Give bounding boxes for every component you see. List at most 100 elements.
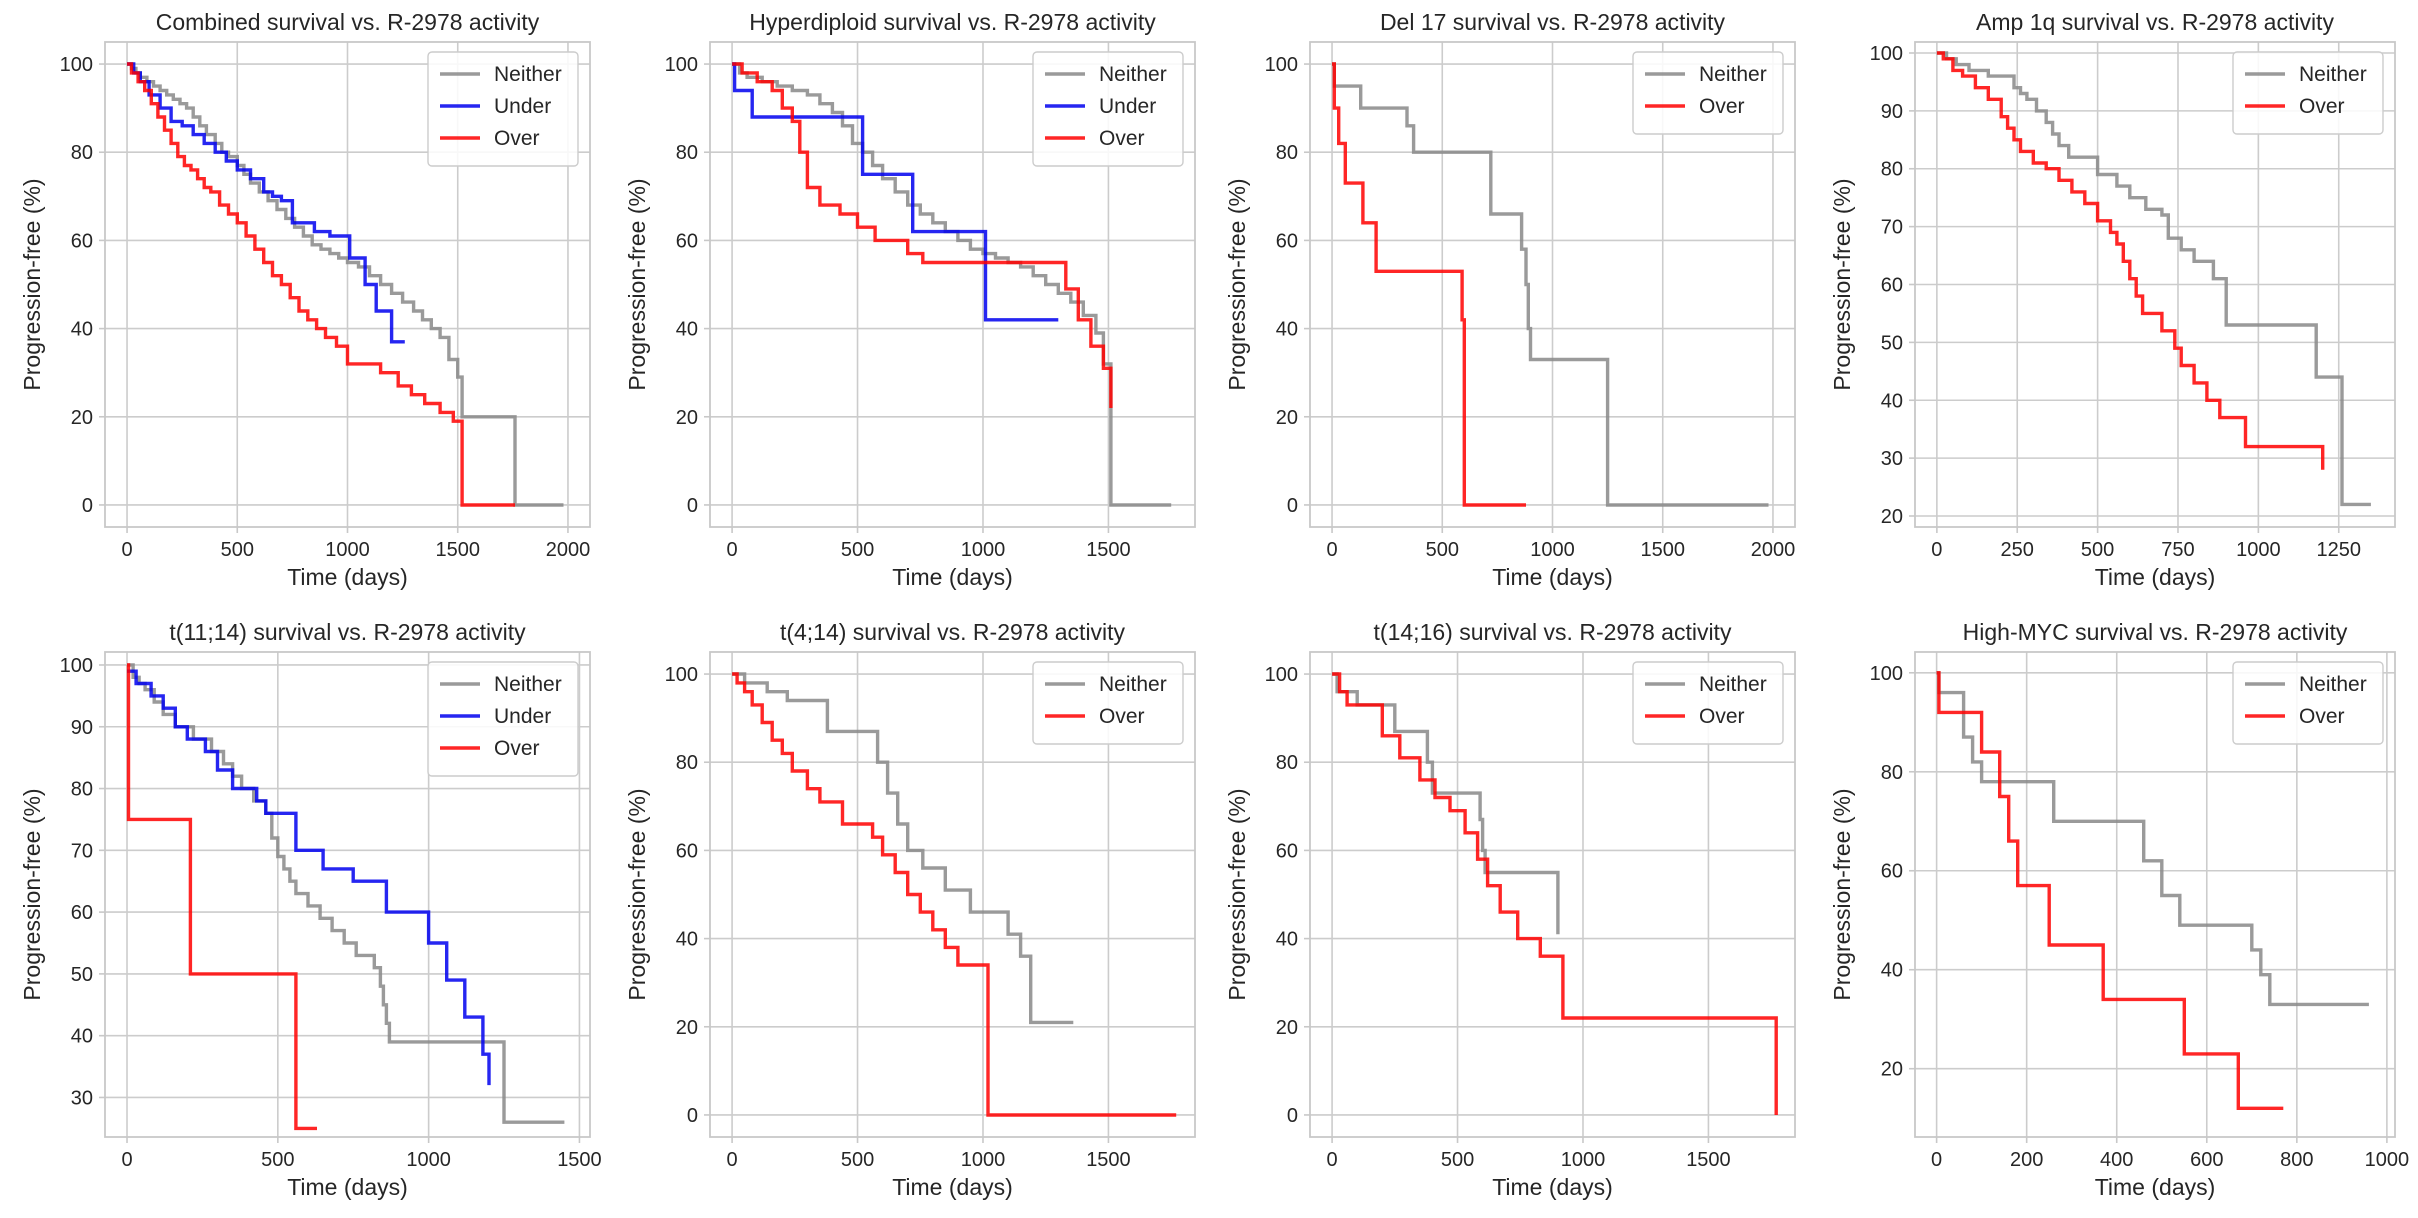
y-tick-label: 100 [1265, 54, 1298, 76]
y-tick-label: 20 [1881, 1059, 1903, 1081]
y-tick-label: 100 [665, 54, 698, 76]
legend-label-under: Under [494, 95, 551, 118]
plot-frame [1309, 651, 1796, 1138]
km-curve-neither [1936, 51, 2371, 507]
x-tick-label: 1500 [1086, 539, 1131, 561]
x-tick-label: 1500 [435, 539, 480, 561]
x-tick-label: 2000 [546, 539, 591, 561]
legend-label-neither: Neither [494, 673, 562, 696]
plot-frame [1914, 41, 2396, 528]
plot-frame [709, 651, 1196, 1138]
km-curve-over [1936, 671, 2284, 1110]
x-tick-label: 0 [1931, 539, 1942, 561]
km-curve-neither [1332, 672, 1560, 935]
y-tick-label: 80 [676, 752, 698, 774]
y-tick-label: 30 [1881, 448, 1903, 470]
km-curve-neither [127, 62, 564, 507]
y-tick-label: 40 [676, 929, 698, 951]
y-tick-label: 40 [1276, 319, 1298, 341]
y-tick-label: 0 [687, 1105, 698, 1127]
y-axis-label: Progression-free (%) [1224, 788, 1250, 1000]
y-tick-label: 20 [1276, 1017, 1298, 1039]
x-tick-label: 600 [2190, 1149, 2223, 1171]
y-tick-label: 40 [676, 319, 698, 341]
plot-frame [104, 41, 591, 528]
legend: Neither Over [1632, 51, 1784, 135]
legend-label-neither: Neither [2299, 63, 2367, 86]
x-tick-label: 1000 [406, 1149, 451, 1171]
x-tick-label: 0 [727, 539, 738, 561]
km-curve-over [1332, 62, 1526, 507]
x-axis-label: Time (days) [2095, 564, 2216, 590]
x-tick-label: 500 [1441, 1149, 1474, 1171]
x-tick-label: 1000 [2365, 1149, 2410, 1171]
x-tick-label: 0 [121, 1149, 132, 1171]
y-axis-label: Progression-free (%) [19, 788, 45, 1000]
y-tick-label: 70 [71, 840, 93, 862]
x-tick-label: 1000 [961, 1149, 1006, 1171]
y-tick-label: 20 [676, 407, 698, 429]
legend-label-over: Over [1699, 705, 1745, 728]
y-tick-label: 40 [1881, 390, 1903, 412]
km-panel-8: 0 200 400 600 800 1000 20 40 60 80 100 High-MYC sur… [1829, 619, 2409, 1200]
x-axis-label: Time (days) [287, 1174, 408, 1200]
y-tick-label: 60 [1881, 275, 1903, 297]
panel-title: t(14;16) survival vs. R-2978 activity [1374, 619, 1732, 645]
x-tick-label: 1500 [1086, 1149, 1131, 1171]
km-curve-neither [1936, 671, 2369, 1007]
km-panel-7: 0 500 1000 1500 0 20 40 60 80 100 t(14;16) surviva… [1224, 619, 1796, 1200]
y-tick-label: 20 [676, 1017, 698, 1039]
y-tick-label: 60 [1881, 861, 1903, 883]
y-tick-label: 60 [676, 230, 698, 252]
y-tick-label: 80 [1881, 762, 1903, 784]
km-curve-under [127, 669, 491, 1086]
x-tick-label: 500 [2081, 539, 2114, 561]
y-tick-label: 20 [1881, 506, 1903, 528]
x-tick-label: 1250 [2316, 539, 2361, 561]
y-tick-label: 80 [71, 142, 93, 164]
legend-label-neither: Neither [1099, 673, 1167, 696]
legend-label-neither: Neither [1699, 63, 1767, 86]
y-tick-label: 80 [71, 779, 93, 801]
panel-title: t(11;14) survival vs. R-2978 activity [169, 619, 526, 645]
x-tick-label: 750 [2161, 539, 2194, 561]
x-tick-label: 1500 [1640, 539, 1685, 561]
x-tick-label: 500 [1426, 539, 1459, 561]
y-axis-label: Progression-free (%) [624, 178, 650, 390]
km-curve-under [127, 62, 405, 344]
x-tick-label: 0 [1931, 1149, 1942, 1171]
km-panel-4: 0 250 500 750 1000 1250 20 30 40 50 60 70 80 90 100 Amp… [1829, 9, 2396, 590]
panel-title: Hyperdiploid survival vs. R-2978 activit… [749, 9, 1156, 35]
x-tick-label: 500 [841, 539, 874, 561]
y-tick-label: 0 [82, 495, 93, 517]
legend-label-over: Over [494, 737, 540, 760]
plot-frame [1914, 651, 2396, 1138]
legend-label-over: Over [1099, 705, 1145, 728]
y-tick-label: 80 [1276, 142, 1298, 164]
y-tick-label: 50 [1881, 332, 1903, 354]
legend-label-neither: Neither [2299, 673, 2367, 696]
y-axis-label: Progression-free (%) [1224, 178, 1250, 390]
y-tick-label: 40 [1881, 960, 1903, 982]
legend: Neither Over [1032, 661, 1184, 745]
km-curve-over [732, 672, 1177, 1117]
x-tick-label: 1000 [1561, 1149, 1606, 1171]
y-tick-label: 40 [1276, 929, 1298, 951]
plot-frame [1309, 41, 1796, 528]
x-axis-label: Time (days) [1492, 1174, 1613, 1200]
y-tick-label: 50 [71, 964, 93, 986]
legend: Neither Over [2232, 661, 2384, 745]
legend-label-under: Under [494, 705, 551, 728]
panel-title: Amp 1q survival vs. R-2978 activity [1976, 9, 2334, 35]
y-tick-label: 100 [665, 664, 698, 686]
y-tick-label: 90 [71, 717, 93, 739]
km-panel-6: 0 500 1000 1500 0 20 40 60 80 100 t(4;14) survival… [624, 619, 1196, 1200]
km-panel-3: 0 500 1000 1500 2000 0 20 40 60 80 100 Del 17 survi… [1224, 9, 1796, 590]
y-tick-label: 100 [60, 54, 93, 76]
plot-frame [104, 651, 591, 1138]
panel-title: Combined survival vs. R-2978 activity [156, 9, 540, 35]
legend-label-over: Over [1099, 127, 1145, 150]
y-tick-label: 90 [1881, 101, 1903, 123]
legend: Neither Under Over [427, 661, 579, 777]
